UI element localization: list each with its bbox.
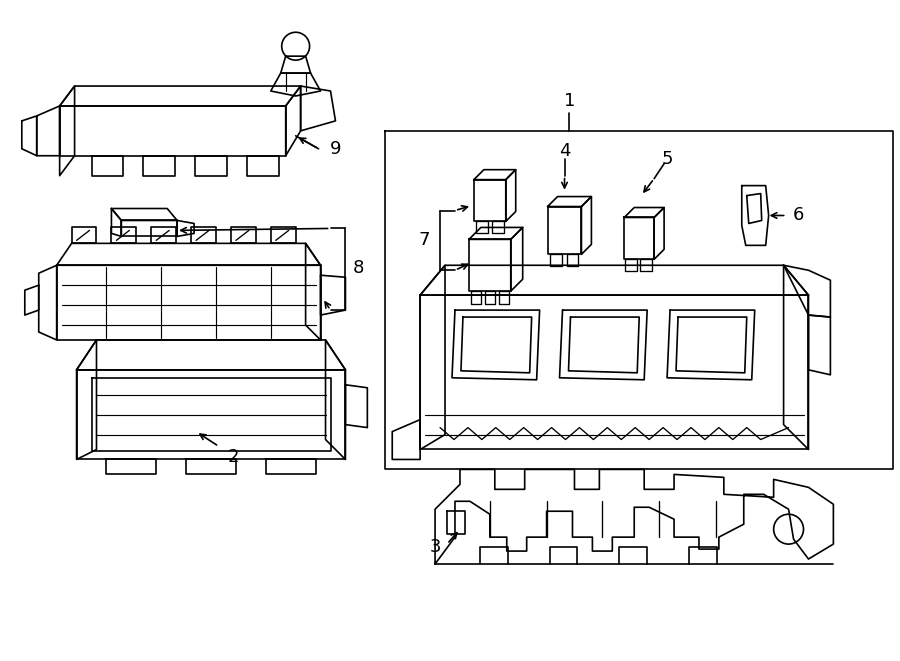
- Text: 3: 3: [429, 538, 441, 556]
- Text: 5: 5: [662, 150, 673, 168]
- Text: 2: 2: [227, 448, 239, 467]
- Text: 1: 1: [563, 92, 575, 110]
- Text: 6: 6: [793, 206, 805, 225]
- Text: 7: 7: [418, 231, 430, 249]
- Text: 8: 8: [353, 259, 364, 277]
- Text: 9: 9: [329, 139, 341, 158]
- Text: 4: 4: [559, 141, 571, 160]
